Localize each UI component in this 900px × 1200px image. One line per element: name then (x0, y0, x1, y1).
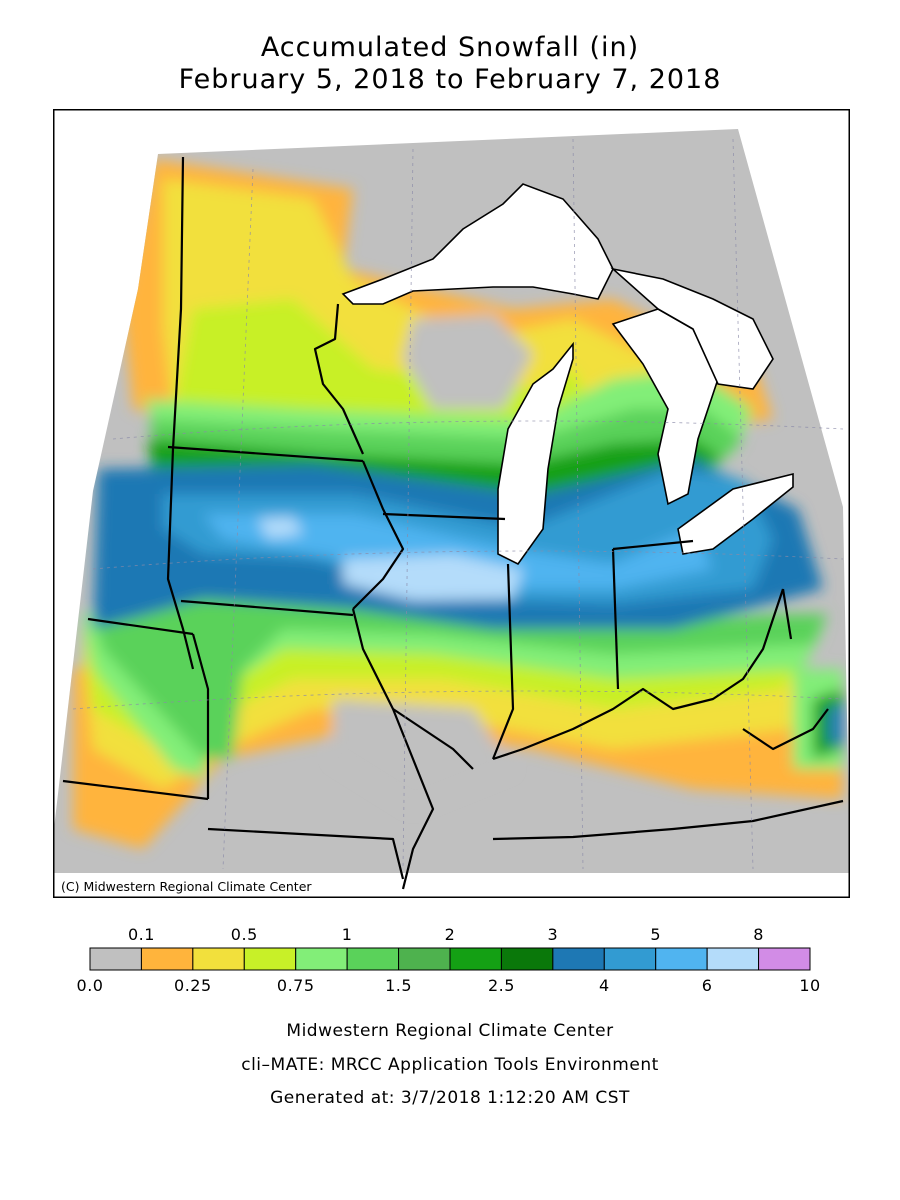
legend-bottom-label-4: 2.5 (488, 976, 515, 995)
legend-top-labels: 0.1 0.5 1 2 3 5 8 (128, 925, 764, 944)
legend-top-label-3: 2 (445, 925, 456, 944)
legend-bottom-label-5: 4 (599, 976, 610, 995)
legend-bottom-labels: 0.0 0.25 0.75 1.5 2.5 4 6 10 (77, 976, 821, 995)
lake-superior (341, 183, 614, 305)
border-mn-wi (313, 303, 365, 455)
legend-bin-10 (603, 947, 657, 971)
lake-michigan (497, 341, 574, 566)
legend-bin-11 (655, 947, 708, 971)
border-mo-il-south (392, 708, 474, 770)
border-mn-ia (167, 445, 364, 463)
legend-bin-8 (500, 947, 554, 971)
legend-bottom-label-2: 0.75 (277, 976, 315, 995)
border-dakotas (166, 156, 195, 670)
legend-top-label-2: 1 (342, 925, 353, 944)
legend-bin-13 (758, 947, 811, 971)
legend-bin-1 (140, 947, 194, 971)
legend-bin-5 (346, 947, 400, 971)
graticule (72, 138, 844, 870)
legend-bottom-label-3: 1.5 (385, 976, 412, 995)
legend-bin-4 (295, 947, 348, 971)
legend-bottom-label-6: 6 (702, 976, 713, 995)
map-date-range: February 5, 2018 to February 7, 2018 (178, 64, 722, 95)
border-ne-ks (87, 617, 194, 636)
border-ks-ok (62, 779, 209, 801)
legend-top-label-6: 8 (753, 925, 764, 944)
legend-bin-9 (552, 947, 605, 971)
border-in-oh (611, 548, 620, 690)
legend-bottom-label-1: 0.25 (174, 976, 212, 995)
legend-bin-0 (89, 947, 142, 971)
credit-generated-time: Generated at: 3/7/2018 1:12:20 AM CST (270, 1088, 630, 1108)
legend-top-label-4: 3 (548, 925, 559, 944)
border-oh-pa (781, 588, 793, 640)
credit-organization: Midwestern Regional Climate Center (286, 1021, 614, 1041)
border-ia-mo (180, 599, 354, 617)
border-mississippi-river (351, 608, 435, 890)
border-wv (742, 708, 829, 751)
border-ky-tn (492, 799, 844, 841)
legend-bottom-label-0: 0.0 (77, 976, 104, 995)
border-wi-il (382, 512, 506, 521)
color-legend: 0.1 0.5 1 2 3 5 8 0.0 0.25 0.75 1.5 2.5 4 6 10 (77, 925, 821, 995)
legend-bin-12 (706, 947, 760, 971)
border-mo-west (191, 633, 210, 799)
credit-tool: cli–MATE: MRCC Application Tools Environ… (241, 1055, 659, 1075)
border-mi-oh (612, 539, 694, 551)
legend-bin-3 (243, 947, 297, 971)
legend-bin-2 (192, 947, 245, 971)
great-lakes (341, 183, 794, 566)
ontario-land (610, 267, 774, 390)
state-boundaries (62, 156, 844, 890)
border-mo-ar (207, 827, 405, 880)
map-title: Accumulated Snowfall (in) (260, 32, 640, 63)
copyright-text: (C) Midwestern Regional Climate Center (61, 879, 312, 894)
snowfall-map: (C) Midwestern Regional Climate Center (53, 109, 850, 898)
legend-top-label-0: 0.1 (128, 925, 155, 944)
border-il-ky-ohio-river (492, 588, 785, 761)
legend-top-label-5: 5 (650, 925, 661, 944)
legend-bin-6 (398, 947, 451, 971)
border-ia-wi-il (352, 460, 405, 610)
copyright-box: (C) Midwestern Regional Climate Center (54, 876, 337, 896)
legend-bottom-label-7: 10 (799, 976, 820, 995)
legend-top-label-1: 0.5 (231, 925, 258, 944)
border-il-in (491, 563, 515, 760)
legend-bin-7 (449, 947, 502, 971)
legend-bins (89, 947, 811, 971)
